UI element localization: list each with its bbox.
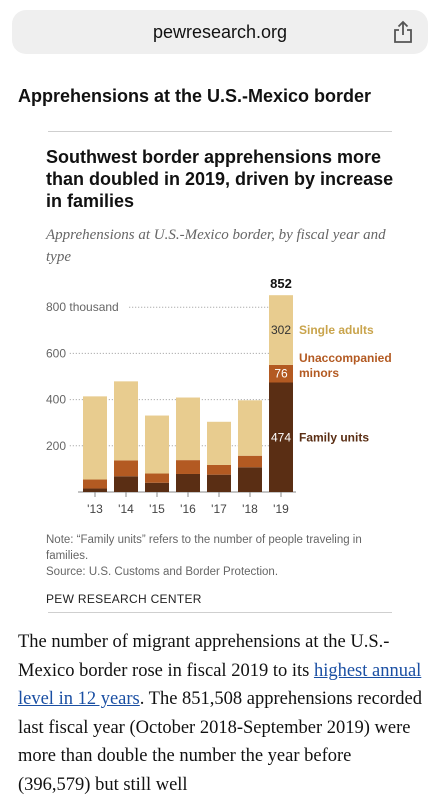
y-tick-label: 400	[46, 393, 66, 407]
bar-segment	[145, 482, 169, 492]
bar-segment	[176, 460, 200, 474]
legend-unaccompanied: Unaccompanied	[299, 351, 392, 365]
bar-segment	[114, 381, 138, 461]
divider	[48, 131, 392, 132]
url-text: pewresearch.org	[152, 22, 288, 42]
legend-family-units: Family units	[299, 430, 369, 444]
share-icon[interactable]	[392, 20, 414, 44]
chart-source: Source: U.S. Customs and Border Protecti…	[46, 566, 279, 578]
data-label: 302	[271, 323, 291, 337]
chart-subtitle: Apprehensions at U.S.-Mexico border, by …	[46, 227, 386, 265]
bar-segment	[83, 396, 107, 480]
page-title: Apprehensions at the U.S.-Mexico border	[18, 86, 372, 106]
bar-segment	[269, 382, 293, 492]
article-link[interactable]: highest annual level in 12 years	[18, 660, 422, 710]
bar-segment	[145, 473, 169, 483]
bar-segment	[176, 397, 200, 461]
data-label: 474	[271, 430, 291, 444]
x-tick-label: '13	[87, 502, 103, 516]
bar-segment	[238, 400, 262, 456]
y-tick-label: 800 thousand	[46, 300, 119, 314]
legend-single-adults: Single adults	[299, 323, 374, 337]
bar-segment	[114, 460, 138, 477]
total-label: 852	[270, 276, 292, 291]
bar-segment	[83, 479, 107, 489]
chart-title: Southwest border apprehensions more than…	[46, 147, 394, 211]
brand-label: PEW RESEARCH CENTER	[46, 592, 202, 606]
data-label: 76	[274, 367, 288, 381]
bar-segment	[269, 364, 293, 383]
bar-segment	[238, 467, 262, 492]
divider-bottom	[48, 612, 392, 613]
bar-segment	[207, 464, 231, 475]
chart-note: Note: “Family units” refers to the numbe…	[46, 534, 362, 562]
bar-segment	[238, 455, 262, 468]
x-tick-label: '17	[211, 502, 227, 516]
x-tick-label: '15	[149, 502, 165, 516]
bar-segment	[145, 415, 169, 474]
bar-segment	[269, 295, 293, 365]
address-bar[interactable]: pewresearch.org	[12, 10, 428, 54]
y-tick-label: 200	[46, 439, 66, 453]
article-paragraph: The number of migrant apprehensions at t…	[18, 628, 424, 799]
bar-segment	[207, 474, 231, 492]
stacked-bar-chart: 200 400 600 800 thousand '13 '14 '15 '16 '17 '18 '…	[46, 276, 392, 516]
article-text: . The 851,508 apprehensions recorded las…	[18, 689, 422, 795]
y-tick-label: 600	[46, 346, 66, 360]
x-tick-label: '16	[180, 502, 196, 516]
bar-segment	[114, 476, 138, 492]
bar-segment	[176, 473, 200, 492]
x-tick-label: '18	[242, 502, 258, 516]
article-text: The number of migrant apprehensions at t…	[18, 632, 390, 681]
legend-minors: minors	[299, 366, 339, 380]
bar-segment	[83, 488, 107, 492]
x-tick-label: '14	[118, 502, 134, 516]
x-tick-label: '19	[273, 502, 289, 516]
bar-segment	[207, 421, 231, 465]
